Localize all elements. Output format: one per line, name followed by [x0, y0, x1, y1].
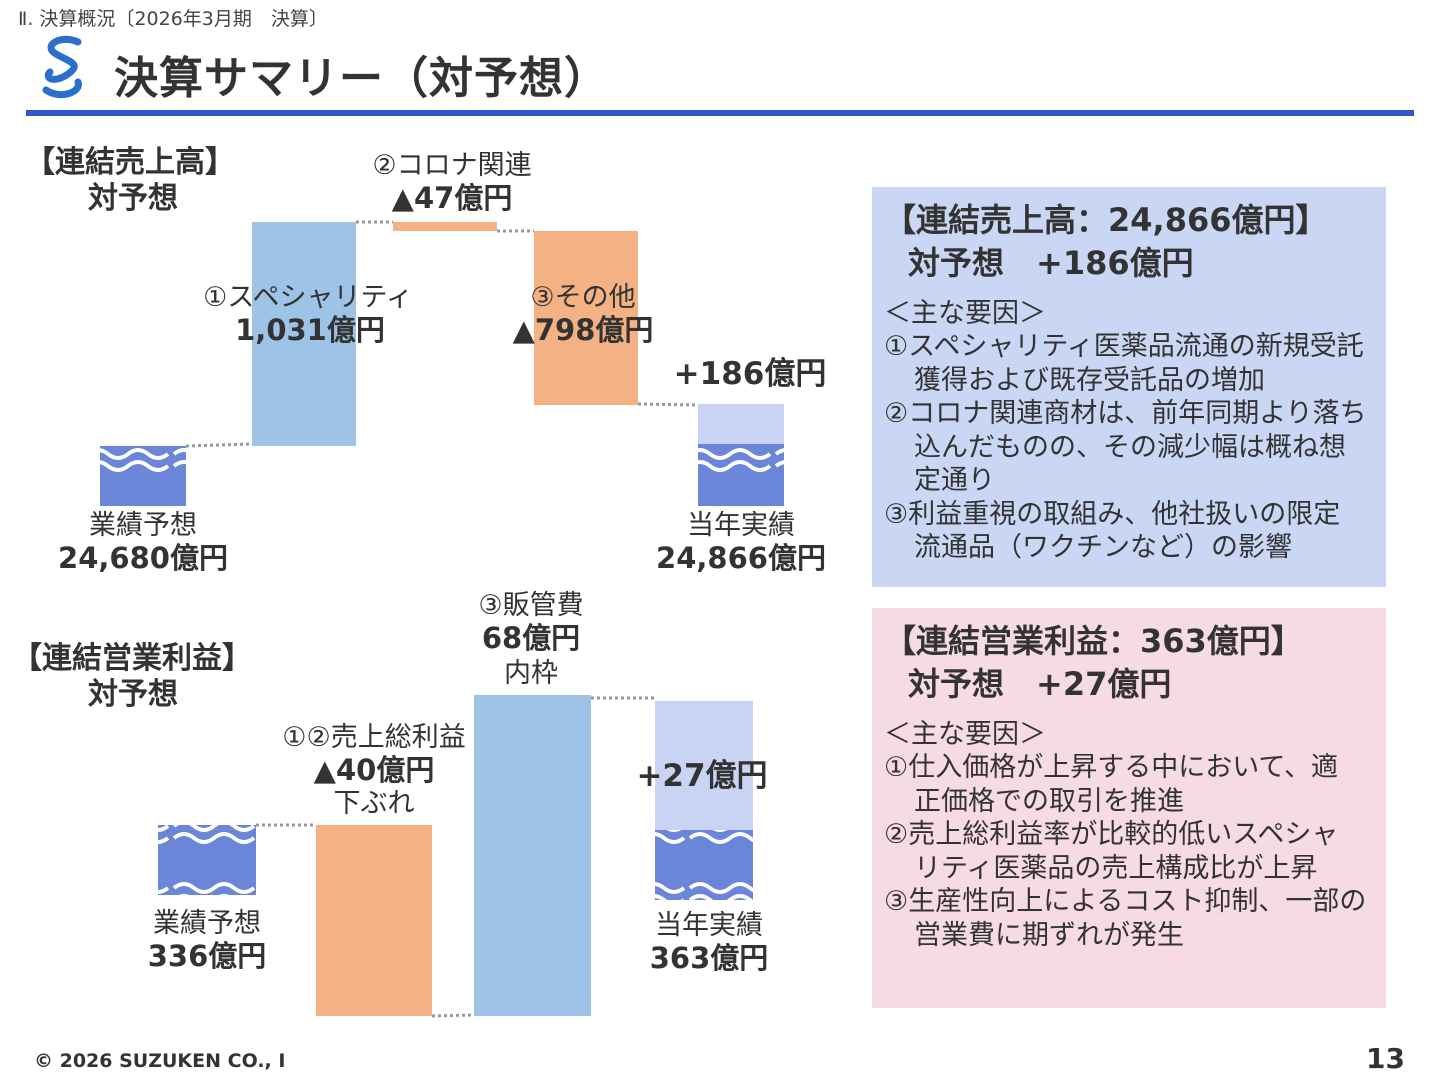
op-box-subheading: 対予想 +27億円: [908, 665, 1172, 703]
sales-label-other-name: ③その他: [530, 282, 635, 313]
sales-chart-subtitle: 対予想: [88, 181, 178, 216]
sales-box-line: 獲得および既存受託品の増加: [914, 364, 1265, 396]
op-box-line: 営業費に期ずれが発生: [914, 919, 1184, 951]
sales-summary-box: 【連結売上高：24,866億円】 対予想 +186億円 ＜主な要因＞ ①スペシャ…: [872, 187, 1386, 587]
sales-label-specialty-name: ①スペシャリティ: [203, 282, 413, 313]
sales-box-line: ①スペシャリティ医薬品流通の新規受託: [884, 331, 1364, 362]
sales-label-actual-name: 当年実績: [687, 510, 795, 541]
op-chart-title: 【連結営業利益】: [12, 641, 252, 676]
sales-box-subheading: 対予想 +186億円: [908, 244, 1194, 282]
op-box-line: ①仕入価格が上昇する中において、適: [884, 752, 1339, 783]
page-title: 決算サマリー（対予想）: [114, 53, 609, 104]
op-bar-sga: [474, 695, 591, 1016]
op-box-line: リティ医薬品の売上構成比が上昇: [914, 852, 1318, 884]
sales-box-line: ②コロナ関連商材は、前年同期より落ち: [884, 398, 1367, 429]
op-box-line: ②売上総利益率が比較的低いスペシャ: [884, 819, 1339, 850]
op-box-line: ③生産性向上によるコスト抑制、一部の: [884, 886, 1367, 917]
op-box-heading: 【連結営業利益：363億円】: [884, 622, 1303, 660]
waterfall-charts: 【連結売上高】 対予想 業績予想 24,680億円 ①スペシャリティ 1,031…: [12, 145, 827, 1018]
sales-box-factors-title: ＜主な要因＞: [884, 298, 1046, 329]
op-label-actual-name: 当年実績: [655, 910, 763, 941]
op-label-sga-note: 内枠: [504, 658, 558, 689]
op-label-forecast-value: 336億円: [148, 939, 267, 973]
op-label-forecast-name: 業績予想: [153, 908, 261, 939]
sales-label-actual-value: 24,866億円: [656, 541, 826, 575]
op-label-diff: +27億円: [636, 758, 767, 794]
op-box-factors-title: ＜主な要因＞: [884, 719, 1046, 750]
op-chart-subtitle: 対予想: [88, 677, 178, 712]
op-label-gross-profit-value: ▲40億円: [314, 753, 435, 787]
op-summary-box: 【連結営業利益：363億円】 対予想 +27億円 ＜主な要因＞ ①仕入価格が上昇…: [872, 608, 1386, 1008]
sales-box-line: 流通品（ワクチンなど）の影響: [914, 532, 1292, 563]
sales-box-line: 定通り: [914, 465, 995, 496]
op-label-actual-value: 363億円: [650, 941, 769, 975]
op-box-lines: ①仕入価格が上昇する中において、適 正価格での取引を推進 ②売上総利益率が比較的低い…: [884, 751, 1372, 952]
sales-box-line: ③利益重視の取組み、他社扱いの限定: [884, 498, 1341, 530]
copyright: © 2026 SUZUKEN CO., I: [34, 1050, 286, 1072]
breadcrumb: Ⅱ. 決算概況〔2026年3月期 決算〕: [18, 8, 328, 30]
op-label-sga-value: 68億円: [482, 621, 580, 655]
op-box-line: 正価格での取引を推進: [914, 785, 1184, 817]
op-bar-gross-profit: [316, 825, 432, 1016]
sales-label-corona-value: ▲47億円: [392, 181, 513, 215]
sales-bar-corona: [393, 222, 497, 231]
page-number: 13: [1366, 1042, 1405, 1075]
sales-label-forecast-name: 業績予想: [89, 510, 197, 541]
sales-label-other-value: ▲798億円: [513, 313, 654, 347]
sales-box-line: 込んだものの、その減少幅は概ね想: [914, 431, 1346, 463]
sales-box-lines: ①スペシャリティ医薬品流通の新規受託 獲得および既存受託品の増加 ②コロナ関連商材は…: [884, 330, 1372, 565]
title-divider: [26, 110, 1414, 116]
sales-label-diff: +186億円: [674, 356, 827, 392]
sales-bar-other: [534, 231, 638, 405]
op-label-gross-profit-name: ①②売上総利益: [282, 722, 465, 753]
op-bar-diff: [655, 701, 753, 830]
sales-bar-specialty: [252, 222, 356, 446]
sales-chart-title: 【連結売上高】: [25, 145, 235, 180]
sales-box-heading: 【連結売上高：24,866億円】: [884, 201, 1328, 239]
sales-label-specialty-value: 1,031億円: [235, 313, 385, 347]
sales-label-forecast-value: 24,680億円: [58, 541, 228, 575]
sales-label-corona-name: ②コロナ関連: [372, 150, 531, 181]
sales-bar-diff: [698, 404, 784, 444]
suzuken-logo-icon: [42, 35, 82, 98]
op-label-sga-name: ③販管費: [478, 590, 583, 621]
op-label-gross-profit-note: 下ぶれ: [334, 788, 415, 819]
